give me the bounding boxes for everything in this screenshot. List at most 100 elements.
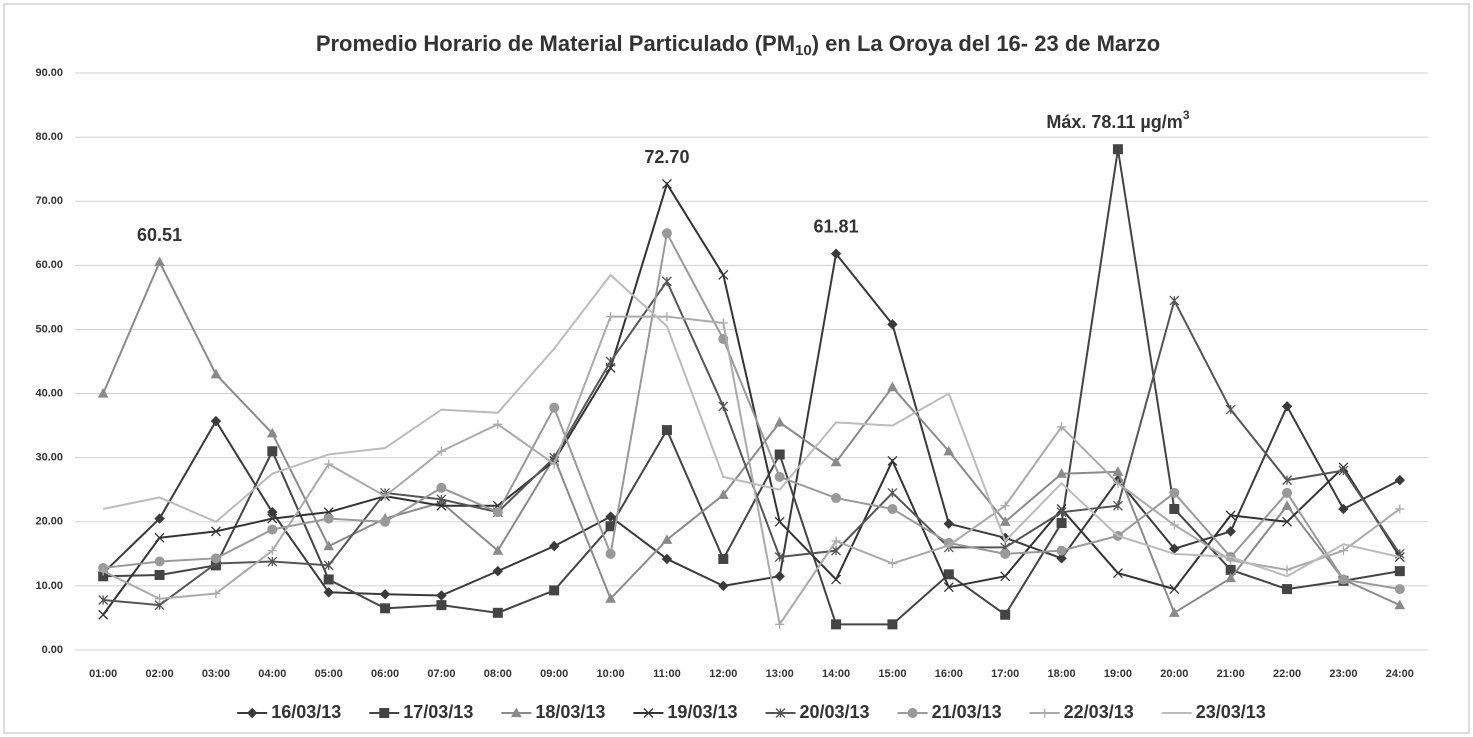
annotation-text: Máx. 78.11 µg/m xyxy=(1046,112,1182,132)
point xyxy=(887,558,897,568)
legend-label: 20/03/13 xyxy=(800,702,870,722)
annotation: 60.51 xyxy=(137,225,182,245)
point xyxy=(98,566,108,576)
point xyxy=(323,540,335,551)
point xyxy=(1281,500,1293,510)
point xyxy=(1394,474,1406,486)
series-line xyxy=(102,251,1401,597)
point xyxy=(379,589,391,600)
point xyxy=(831,536,841,546)
point xyxy=(831,545,842,556)
title-end: ) en La Oroya del 16- 23 de Marzo xyxy=(812,31,1160,56)
x-tick-label: 17:00 xyxy=(991,668,1019,680)
point xyxy=(1000,501,1010,511)
point xyxy=(1056,545,1067,556)
y-tick-label: 60.00 xyxy=(35,259,63,271)
point xyxy=(774,471,785,482)
point xyxy=(718,269,729,280)
title-main: Promedio Horario de Material Particulado… xyxy=(316,31,795,56)
point xyxy=(1225,510,1236,521)
point xyxy=(211,589,221,599)
point xyxy=(717,489,729,499)
point xyxy=(154,256,165,267)
x-tick-label: 15:00 xyxy=(878,668,906,680)
point xyxy=(775,619,785,629)
annotation-text: 60.51 xyxy=(137,225,182,245)
x-tick-label: 12:00 xyxy=(709,668,737,680)
point xyxy=(154,532,165,543)
point xyxy=(210,526,221,537)
annotation: 72.70 xyxy=(644,147,689,167)
legend-item: 20/03/13 xyxy=(765,702,870,722)
point xyxy=(210,368,222,379)
point xyxy=(605,593,616,603)
point xyxy=(831,574,842,585)
point xyxy=(1169,520,1179,530)
x-tick-label: 16:00 xyxy=(935,668,963,680)
point xyxy=(907,708,918,718)
point xyxy=(379,708,390,718)
point xyxy=(774,571,785,582)
point xyxy=(267,546,277,556)
point xyxy=(887,487,898,498)
legend-label: 23/03/13 xyxy=(1196,702,1266,722)
x-tick-label: 13:00 xyxy=(766,668,794,680)
point xyxy=(943,445,955,456)
x-tick-label: 21:00 xyxy=(1217,668,1245,680)
series-line xyxy=(102,181,1401,616)
legend-item: 18/03/13 xyxy=(501,702,605,722)
annotation-sup: 3 xyxy=(1183,108,1190,122)
y-tick-label: 50.00 xyxy=(35,323,63,335)
point xyxy=(154,513,165,524)
point xyxy=(436,482,447,493)
point xyxy=(1394,599,1406,610)
point xyxy=(98,595,109,605)
point xyxy=(1282,516,1293,527)
point xyxy=(943,569,954,580)
y-tick-label: 70.00 xyxy=(35,195,63,207)
point xyxy=(1112,500,1123,511)
point xyxy=(1281,401,1293,412)
legend-item: 19/03/13 xyxy=(633,702,738,722)
point xyxy=(267,506,278,518)
y-tick-label: 90.00 xyxy=(35,67,63,79)
point xyxy=(154,569,165,580)
point xyxy=(661,178,672,189)
y-tick-label: 10.00 xyxy=(35,580,63,592)
chart-title: Promedio Horario de Material Particulado… xyxy=(316,31,1160,59)
point xyxy=(605,356,616,367)
point xyxy=(154,556,165,567)
x-tick-label: 02:00 xyxy=(145,668,173,680)
point xyxy=(549,459,559,469)
point xyxy=(1169,295,1180,306)
point xyxy=(1169,584,1180,595)
legend-label: 16/03/13 xyxy=(271,702,341,722)
legend-item: 23/03/13 xyxy=(1161,702,1266,722)
point xyxy=(1169,503,1180,514)
x-tick-label: 09:00 xyxy=(540,668,568,680)
annotation-text: 72.70 xyxy=(644,147,689,167)
point xyxy=(323,574,334,585)
point xyxy=(1338,503,1349,515)
x-tick-label: 04:00 xyxy=(258,668,286,680)
point xyxy=(1113,478,1123,488)
legend-label: 17/03/13 xyxy=(403,702,473,722)
x-tick-label: 10:00 xyxy=(596,668,624,680)
x-tick-label: 22:00 xyxy=(1273,668,1301,680)
point xyxy=(1282,487,1293,498)
point xyxy=(436,494,447,505)
point xyxy=(267,446,278,457)
point xyxy=(1225,404,1236,415)
x-tick-label: 03:00 xyxy=(202,668,230,680)
point xyxy=(943,582,954,593)
point xyxy=(380,516,391,527)
point xyxy=(492,507,503,518)
point xyxy=(830,456,842,467)
point xyxy=(718,318,728,328)
x-tick-label: 19:00 xyxy=(1104,668,1132,680)
point xyxy=(944,540,954,550)
point xyxy=(323,513,334,524)
point xyxy=(718,580,729,592)
